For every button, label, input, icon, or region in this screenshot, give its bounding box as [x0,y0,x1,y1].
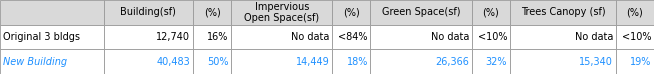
Text: 40,483: 40,483 [156,57,190,67]
Bar [510,25,616,49]
Text: 50%: 50% [207,57,228,67]
Bar [193,25,231,49]
Text: 16%: 16% [207,32,228,42]
Text: (%): (%) [343,7,360,17]
Text: 32%: 32% [486,57,508,67]
Text: New Building: New Building [3,57,67,67]
Bar [616,49,654,74]
Bar [332,49,370,74]
Bar [472,25,510,49]
Bar [103,25,193,49]
Text: (%): (%) [203,7,220,17]
Bar [510,49,616,74]
Bar [0,49,103,74]
Text: <84%: <84% [338,32,368,42]
Bar [616,0,654,25]
Text: <10%: <10% [622,32,651,42]
Text: Trees Canopy (sf): Trees Canopy (sf) [521,7,605,17]
Bar [193,49,231,74]
Text: 12,740: 12,740 [156,32,190,42]
Text: Building(sf): Building(sf) [120,7,176,17]
Bar [0,0,103,25]
Bar [370,25,472,49]
Bar [231,0,332,25]
Text: No data: No data [575,32,613,42]
Bar [231,49,332,74]
Text: <10%: <10% [477,32,508,42]
Text: Green Space(sf): Green Space(sf) [382,7,460,17]
Text: (%): (%) [483,7,499,17]
Bar [472,49,510,74]
Text: Original 3 bldgs: Original 3 bldgs [3,32,80,42]
Bar [472,0,510,25]
Bar [370,49,472,74]
Bar [332,0,370,25]
Text: 26,366: 26,366 [436,57,469,67]
Bar [231,25,332,49]
Bar [193,0,231,25]
Bar [510,0,616,25]
Bar [103,49,193,74]
Text: No data: No data [431,32,469,42]
Text: (%): (%) [627,7,644,17]
Bar [0,25,103,49]
Text: Impervious
Open Space(sf): Impervious Open Space(sf) [244,2,319,23]
Bar [332,25,370,49]
Text: No data: No data [292,32,330,42]
Bar [103,0,193,25]
Text: 14,449: 14,449 [296,57,330,67]
Bar [616,25,654,49]
Bar [370,0,472,25]
Text: 15,340: 15,340 [579,57,613,67]
Text: 18%: 18% [347,57,368,67]
Text: 19%: 19% [630,57,651,67]
